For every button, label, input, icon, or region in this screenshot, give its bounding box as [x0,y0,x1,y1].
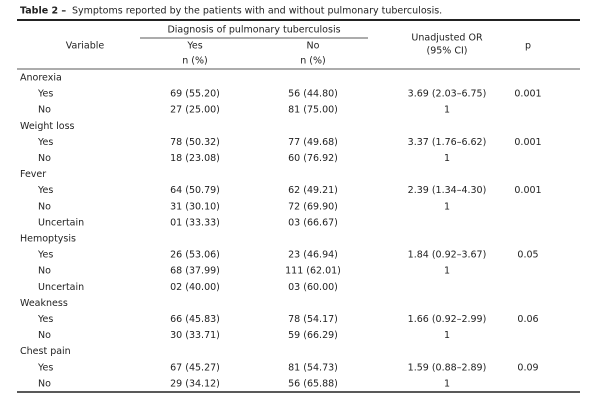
row-level: Uncertain [38,217,84,228]
cell-or: 1.84 (0.92–3.67) [408,250,487,261]
row-level: No [38,153,51,164]
cell-or: 2.39 (1.34–4.30) [408,185,487,196]
cell-or: 1.59 (0.88–2.89) [408,362,487,373]
cell-no: 60 (76.92) [288,153,338,164]
cell-yes: 27 (25.00) [170,105,220,116]
cell-no: 111 (62.01) [285,266,341,277]
row-level: Yes [37,250,53,261]
row-level: Yes [37,137,53,148]
header-ci: (95% CI) [427,46,468,57]
cell-yes: 66 (45.83) [170,314,220,325]
cell-or: 1 [444,266,450,277]
header-no: No [307,41,320,52]
cell-no: 03 (60.00) [288,282,338,293]
header-variable: Variable [66,41,105,52]
row-level: Yes [37,185,53,196]
cell-yes: 68 (37.99) [170,266,220,277]
cell-yes: 64 (50.79) [170,185,220,196]
group-label: Fever [20,169,46,180]
cell-p: 0.09 [517,362,538,373]
cell-yes: 02 (40.00) [170,282,220,293]
cell-yes: 26 (53.06) [170,250,220,261]
row-level: Yes [37,362,53,373]
cell-no: 59 (66.29) [288,330,338,341]
group-label: Anorexia [20,73,62,84]
cell-yes: 69 (55.20) [170,89,220,100]
cell-yes: 18 (23.08) [170,153,220,164]
header-n: n (%) [182,56,207,67]
table-title: Symptoms reported by the patients with a… [72,6,442,17]
group-label: Weight loss [20,121,75,132]
cell-no: 56 (44.80) [288,89,338,100]
cell-or: 3.37 (1.76–6.62) [408,137,487,148]
header-n: n (%) [300,56,325,67]
cell-no: 81 (75.00) [288,105,338,116]
cell-yes: 67 (45.27) [170,362,220,373]
header-p: p [525,41,531,52]
cell-p: 0.05 [517,250,538,261]
cell-no: 03 (66.67) [288,217,338,228]
row-level: Yes [37,314,53,325]
row-level: No [38,105,51,116]
cell-no: 72 (69.90) [288,201,338,212]
cell-yes: 29 (34.12) [170,378,220,389]
row-level: No [38,378,51,389]
cell-p: 0.06 [517,314,538,325]
group-label: Hemoptysis [20,234,76,245]
row-level: No [38,201,51,212]
cell-or: 1 [444,201,450,212]
cell-no: 78 (54.17) [288,314,338,325]
header-yes: Yes [186,41,202,52]
header-or: Unadjusted OR [411,33,483,44]
cell-p: 0.001 [514,89,541,100]
cell-yes: 30 (33.71) [170,330,220,341]
row-level: Uncertain [38,282,84,293]
cell-yes: 31 (30.10) [170,201,220,212]
header-diagnosis: Diagnosis of pulmonary tuberculosis [167,25,340,36]
cell-no: 81 (54.73) [288,362,338,373]
cell-or: 1 [444,378,450,389]
cell-or: 1 [444,105,450,116]
cell-no: 56 (65.88) [288,378,338,389]
cell-or: 3.69 (2.03–6.75) [408,89,487,100]
group-label: Weakness [20,298,68,309]
cell-or: 1 [444,330,450,341]
cell-no: 23 (46.94) [288,250,338,261]
row-level: No [38,266,51,277]
cell-or: 1 [444,153,450,164]
group-label: Chest pain [20,346,71,357]
row-level: Yes [37,89,53,100]
cell-or: 1.66 (0.92–2.99) [408,314,487,325]
cell-p: 0.001 [514,185,541,196]
row-level: No [38,330,51,341]
cell-yes: 01 (33.33) [170,217,220,228]
cell-no: 62 (49.21) [288,185,338,196]
cell-yes: 78 (50.32) [170,137,220,148]
cell-no: 77 (49.68) [288,137,338,148]
cell-p: 0.001 [514,137,541,148]
table-label: Table 2 – [20,6,66,17]
